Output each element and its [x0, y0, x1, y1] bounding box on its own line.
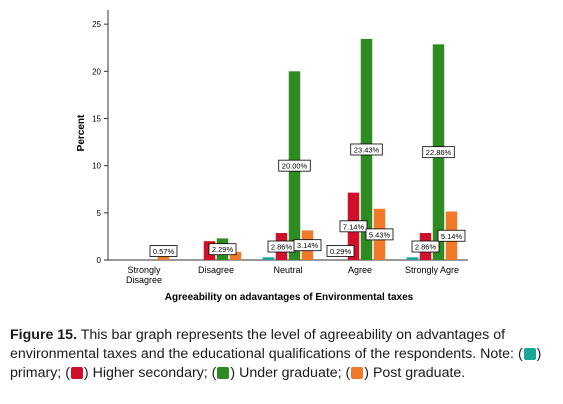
data-label-box: [350, 143, 383, 156]
data-label-text: 3.14%: [297, 241, 319, 250]
data-label: 0.29%: [326, 245, 355, 257]
data-label-text: 0.57%: [153, 247, 175, 256]
data-label-box: [422, 146, 455, 159]
x-tick-label: Strongly: [127, 265, 161, 275]
bar: [229, 251, 242, 260]
figure-caption: Figure 15. This bar graph represents the…: [10, 326, 558, 383]
legend-swatch: [70, 367, 83, 379]
x-tick-label: Strongly Agre: [405, 265, 459, 275]
caption-legend-text: (: [61, 365, 70, 381]
data-label: 2.86%: [267, 240, 296, 253]
data-label: 22.86%: [422, 146, 455, 159]
data-label-text: 5.14%: [441, 232, 463, 241]
data-label-box: [326, 245, 355, 257]
bar: [157, 254, 170, 260]
data-label-box: [339, 220, 368, 233]
data-label-text: 22.86%: [426, 148, 452, 157]
x-tick-label: Disagree: [198, 265, 234, 275]
x-tick-label: Agree: [348, 265, 372, 275]
caption-legend-text: (: [341, 365, 351, 381]
legend-swatch: [217, 367, 230, 379]
data-label-text: 2.29%: [212, 245, 234, 254]
caption-legend: () primary; () Higher secondary; () Unde…: [10, 346, 541, 381]
chart-data-labels: 0.57% 2.29% 2.86% 20.00% 3.14% 0.29% 7.14% 23.4…: [149, 143, 466, 257]
y-tick-label: 20: [92, 67, 101, 76]
legend-swatch: [351, 367, 364, 379]
legend-swatch: [523, 348, 536, 360]
data-label: 3.14%: [293, 239, 322, 252]
caption-legend-text: ) Higher secondary;: [83, 365, 208, 381]
y-tick-label: 10: [92, 162, 101, 171]
caption-legend-text: (: [517, 346, 523, 362]
bar: [262, 257, 275, 260]
caption-legend-text: ) primary;: [10, 346, 542, 381]
caption-legend-text: ) Under graduate;: [230, 365, 342, 381]
chart-bars: [157, 38, 458, 260]
data-label-box: [437, 229, 466, 242]
data-label-text: 2.86%: [415, 243, 437, 252]
data-label: 5.14%: [437, 229, 466, 242]
y-tick-label: 5: [97, 209, 102, 218]
data-label: 5.43%: [365, 228, 394, 241]
data-label: 23.43%: [350, 143, 383, 156]
data-label-text: 20.00%: [282, 162, 308, 171]
y-tick-label: 0: [97, 256, 102, 265]
data-label-box: [149, 245, 178, 257]
data-label-box: [278, 159, 311, 172]
data-label-text: 0.29%: [330, 247, 352, 256]
data-label-box: [411, 240, 440, 253]
caption-legend-text: (: [207, 365, 217, 381]
data-label-box: [365, 228, 394, 241]
data-label: 2.86%: [411, 240, 440, 253]
figure-number: Figure 15.: [10, 327, 78, 343]
x-tick-label: Disagree: [126, 275, 162, 285]
data-label-text: 23.43%: [354, 145, 380, 154]
y-tick-label: 15: [92, 114, 101, 123]
data-label-box: [208, 243, 237, 256]
data-label-text: 7.14%: [343, 222, 365, 231]
caption-legend-text: ) Post graduate.: [364, 365, 466, 381]
x-tick-label: Neutral: [273, 265, 302, 275]
data-label-text: 2.86%: [271, 243, 293, 252]
caption-text: This bar graph represents the level of a…: [10, 327, 514, 362]
data-label-box: [293, 239, 322, 252]
y-tick-label: 25: [92, 20, 101, 29]
x-axis-title: Agreeability on adavantages of Environme…: [165, 292, 414, 303]
data-label-text: 5.43%: [369, 230, 391, 239]
data-label: 20.00%: [278, 159, 311, 172]
data-label: 2.29%: [208, 243, 237, 256]
bar: [406, 257, 419, 260]
y-axis-title: Percent: [76, 114, 87, 151]
data-label: 7.14%: [339, 220, 368, 233]
data-label: 0.57%: [149, 245, 178, 257]
